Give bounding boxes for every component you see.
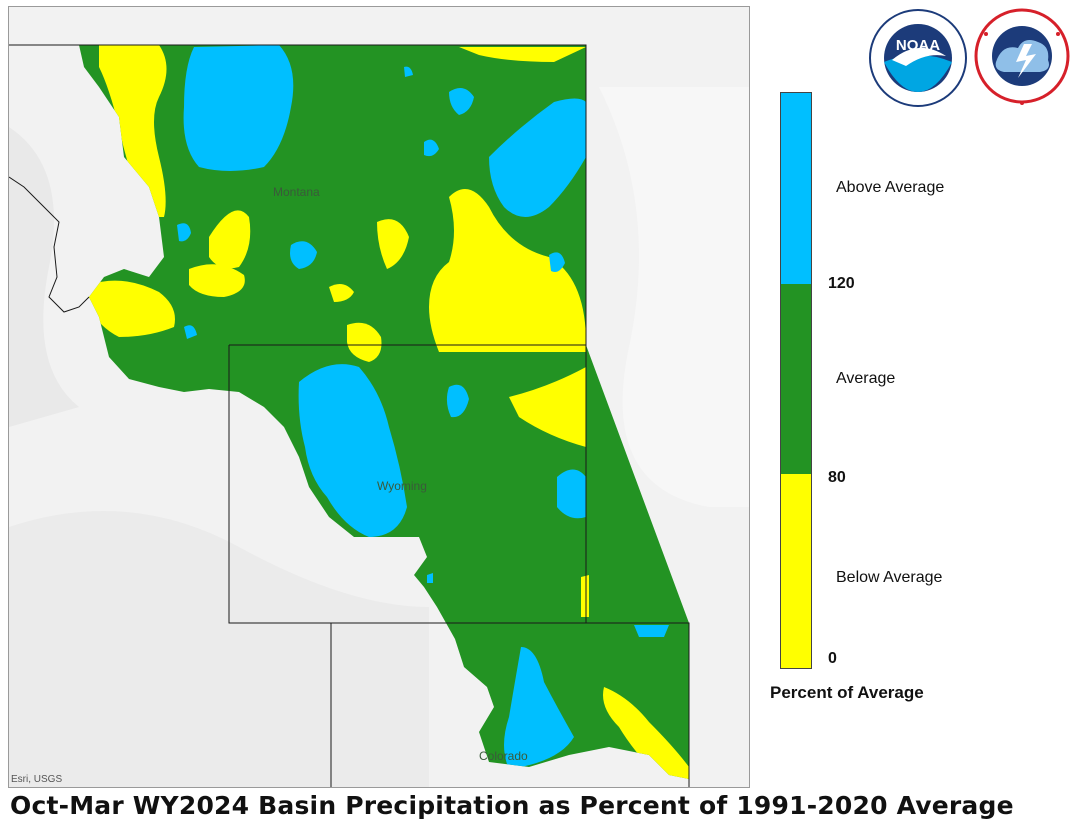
legend-label-below-average: Below Average [836, 569, 943, 586]
map-attribution: Esri, USGS [11, 774, 63, 785]
legend-color-bar [780, 92, 812, 669]
legend-label-average: Average [836, 370, 896, 387]
map-canvas [9, 7, 749, 787]
noaa-logo-text: NOAA [896, 37, 940, 54]
state-label-colorado: Colorado [479, 749, 528, 763]
idaho-montana-border [9, 176, 90, 313]
legend-break-0: 0 [828, 650, 837, 667]
legend-swatch-below-average [781, 474, 811, 668]
noaa-logo: NOAA [866, 8, 970, 108]
legend-title: Percent of Average [770, 683, 924, 702]
state-boundaries [9, 44, 690, 787]
map-frame[interactable]: Montana Wyoming Colorado Esri, USGS [8, 6, 750, 788]
below-average-regions [84, 45, 689, 779]
legend-break-120: 120 [828, 275, 855, 292]
above-average-regions [177, 45, 669, 769]
nws-logo [974, 4, 1070, 108]
wyoming-west-south-border [228, 345, 586, 624]
legend-break-80: 80 [828, 469, 846, 486]
legend-label-above-average: Above Average [836, 179, 945, 196]
legend-swatch-average [781, 284, 811, 474]
legend-swatch-above-average [781, 93, 811, 284]
state-label-montana: Montana [273, 185, 320, 199]
state-label-wyoming: Wyoming [377, 479, 427, 493]
map-title: Oct-Mar WY2024 Basin Precipitation as Pe… [10, 791, 1014, 820]
